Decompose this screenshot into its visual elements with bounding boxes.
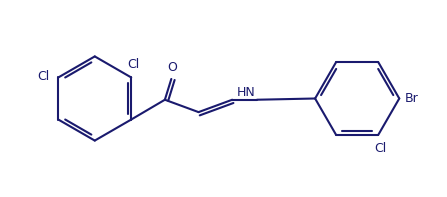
Text: O: O (167, 61, 177, 74)
Text: Cl: Cl (37, 70, 50, 83)
Text: HN: HN (237, 86, 256, 99)
Text: Cl: Cl (127, 58, 139, 71)
Text: Br: Br (405, 92, 419, 105)
Text: Cl: Cl (374, 142, 386, 155)
